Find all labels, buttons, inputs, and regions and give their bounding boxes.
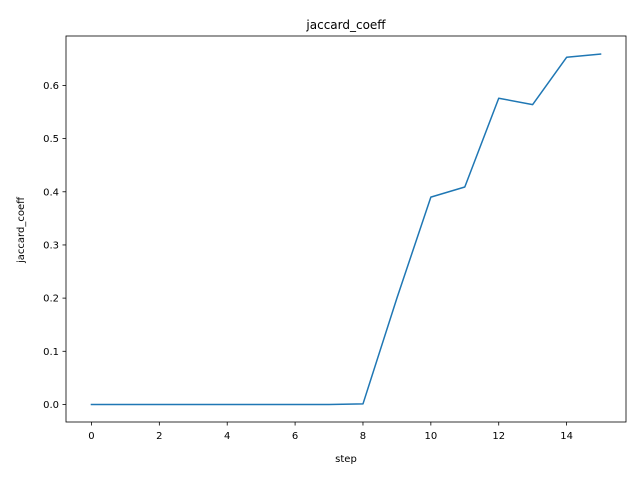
y-tick-label: 0.6 (43, 81, 59, 92)
y-axis-label: jaccard_coeff (16, 196, 27, 264)
y-tick-label: 0.5 (43, 134, 59, 145)
x-tick-label: 2 (156, 431, 162, 442)
x-tick-label: 4 (224, 431, 230, 442)
axes: 0 2 4 6 8 10 12 14 0.0 0.1 0.2 0.3 0.4 0.5 0.6 (43, 35, 627, 442)
y-tick-label: 0.0 (43, 400, 59, 411)
plot-area (90, 53, 602, 406)
x-tick-label: 6 (292, 431, 298, 442)
x-axis-label: step (335, 454, 357, 465)
y-tick-label: 0.4 (43, 187, 59, 198)
y-tick-label: 0.1 (43, 347, 59, 358)
axes-frame (65, 35, 627, 423)
y-tick-label: 0.2 (43, 294, 59, 305)
y-tick-label: 0.3 (43, 241, 59, 252)
x-tick-label: 8 (360, 431, 366, 442)
chart-title: jaccard_coeff (305, 18, 386, 32)
x-tick-label: 14 (560, 431, 573, 442)
series-line-0 (90, 53, 602, 406)
x-tick-label: 12 (492, 431, 505, 442)
x-tick-label: 0 (88, 431, 94, 442)
x-tick-label: 10 (424, 431, 437, 442)
